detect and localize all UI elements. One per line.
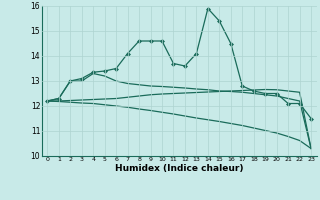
X-axis label: Humidex (Indice chaleur): Humidex (Indice chaleur) <box>115 164 244 173</box>
